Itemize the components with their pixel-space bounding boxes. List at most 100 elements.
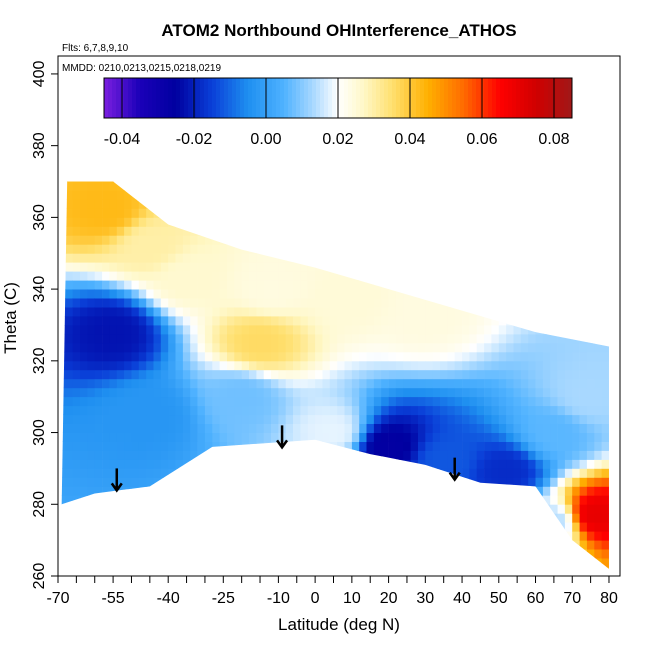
- heatmap-cell: [227, 190, 235, 200]
- heatmap-cell: [263, 531, 272, 541]
- heatmap-cell: [219, 477, 228, 487]
- heatmap-cell: [72, 378, 81, 389]
- heatmap-cell: [263, 414, 272, 424]
- heatmap-cell: [293, 208, 301, 218]
- y-tick-label: 380: [31, 132, 48, 159]
- heatmap-cell: [520, 208, 529, 218]
- heatmap-cell: [520, 513, 529, 523]
- heatmap-cell: [344, 271, 353, 281]
- heatmap-cell: [131, 342, 140, 353]
- heatmap-cell: [513, 199, 522, 209]
- heatmap-cell: [241, 208, 250, 218]
- heatmap-cell: [315, 432, 323, 442]
- heatmap-cell: [190, 199, 198, 209]
- heatmap-cell: [388, 253, 397, 263]
- heatmap-cell: [476, 558, 485, 568]
- heatmap-cell: [315, 181, 323, 191]
- heatmap-cell: [61, 567, 66, 569]
- heatmap-cell: [219, 405, 228, 416]
- heatmap-cell: [197, 378, 206, 389]
- heatmap-cell: [329, 441, 338, 451]
- heatmap-cell: [579, 253, 588, 263]
- heatmap-cell: [204, 432, 213, 442]
- heatmap-cell: [271, 280, 279, 290]
- heatmap-cell: [278, 190, 287, 200]
- heatmap-cell: [102, 325, 110, 335]
- heatmap-cell: [271, 333, 279, 344]
- heatmap-cell: [337, 360, 345, 371]
- heatmap-cell: [586, 262, 595, 272]
- heatmap-cell: [366, 342, 375, 353]
- colorbar-segment: [564, 78, 569, 118]
- heatmap-cell: [249, 262, 257, 272]
- heatmap-cell: [513, 567, 522, 569]
- heatmap-cell: [307, 432, 316, 442]
- heatmap-cell: [513, 208, 522, 218]
- heatmap-cell: [513, 369, 522, 380]
- heatmap-cell: [337, 333, 345, 344]
- heatmap-cell: [131, 280, 140, 290]
- heatmap-cell: [315, 387, 323, 398]
- heatmap-cell: [241, 567, 250, 569]
- heatmap-cell: [447, 432, 456, 442]
- heatmap-cell: [322, 423, 331, 433]
- heatmap-cell: [542, 217, 551, 227]
- heatmap-cell: [300, 423, 309, 433]
- heatmap-cell: [491, 208, 500, 218]
- heatmap-cell: [344, 289, 353, 299]
- heatmap-cell: [271, 540, 279, 550]
- heatmap-cell: [285, 181, 294, 191]
- heatmap-cell: [535, 495, 544, 505]
- heatmap-cell: [160, 441, 169, 451]
- heatmap-cell: [278, 307, 287, 317]
- heatmap-cell: [550, 342, 558, 353]
- heatmap-cell: [249, 504, 257, 514]
- heatmap-cell: [564, 253, 573, 263]
- heatmap-cell: [190, 513, 198, 523]
- heatmap-cell: [175, 450, 184, 460]
- heatmap-cell: [506, 513, 514, 523]
- heatmap-cell: [190, 567, 198, 569]
- heatmap-cell: [601, 298, 609, 308]
- heatmap-cell: [87, 342, 96, 353]
- heatmap-cell: [109, 468, 118, 478]
- heatmap-cell: [491, 235, 500, 245]
- heatmap-cell: [609, 558, 617, 567]
- heatmap-cell: [440, 253, 448, 263]
- heatmap-cell: [131, 316, 140, 326]
- heatmap-cell: [322, 235, 331, 245]
- heatmap-cell: [418, 235, 426, 245]
- heatmap-cell: [609, 217, 617, 226]
- heatmap-cell: [373, 342, 382, 353]
- heatmap-cell: [109, 396, 118, 407]
- heatmap-cell: [498, 307, 507, 317]
- heatmap-cell: [359, 504, 367, 514]
- heatmap-cell: [138, 289, 147, 299]
- heatmap-cell: [557, 342, 566, 353]
- heatmap-cell: [601, 450, 609, 460]
- heatmap-cell: [65, 468, 73, 478]
- heatmap-cell: [513, 504, 522, 514]
- heatmap-cell: [197, 325, 206, 335]
- heatmap-cell: [307, 307, 316, 317]
- heatmap-cell: [227, 316, 235, 326]
- heatmap-cell: [491, 549, 500, 559]
- heatmap-cell: [395, 181, 404, 182]
- heatmap-cell: [131, 199, 140, 209]
- colorbar-segment: [420, 78, 425, 118]
- heatmap-cell: [440, 208, 448, 218]
- heatmap-cell: [124, 208, 132, 218]
- heatmap-cell: [564, 199, 573, 209]
- heatmap-cell: [307, 316, 316, 326]
- heatmap-cell: [506, 450, 514, 460]
- heatmap-cell: [263, 495, 272, 505]
- heatmap-cell: [219, 432, 228, 442]
- heatmap-cell: [344, 369, 353, 380]
- heatmap-cell: [197, 459, 206, 469]
- heatmap-cell: [388, 360, 397, 371]
- heatmap-cell: [484, 280, 492, 290]
- heatmap-cell: [138, 432, 147, 442]
- heatmap-cell: [182, 396, 191, 407]
- heatmap-cell: [80, 423, 88, 433]
- heatmap-cell: [609, 173, 617, 182]
